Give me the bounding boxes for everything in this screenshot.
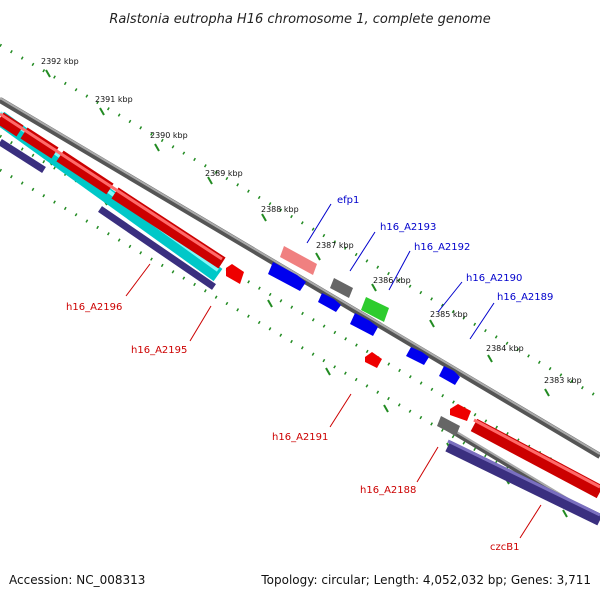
tick-label-2388: 2388 kbp — [261, 205, 299, 214]
gene-label-h16-A2193[interactable]: h16_A2193 — [380, 222, 436, 233]
gene-label-h16-A2195[interactable]: h16_A2195 — [131, 345, 187, 356]
efp1-feature — [280, 246, 317, 275]
tick-label-2390: 2390 kbp — [150, 131, 188, 140]
accession-text: Accession: NC_008313 — [9, 573, 146, 587]
map-title: Ralstonia eutropha H16 chromosome 1, com… — [109, 12, 490, 27]
red-cds-blocks — [0, 112, 600, 499]
gene-label-h16-A2190[interactable]: h16_A2190 — [466, 273, 522, 284]
gene-labels: efp1 h16_A2193 h16_A2192 h16_A2190 h16_A… — [66, 195, 553, 553]
tick-label-2384: 2384 kbp — [486, 344, 524, 353]
tick-label-2383: 2383 kbp — [544, 376, 582, 385]
czcB1-cds — [470, 418, 600, 499]
tick-label-2385: 2385 kbp — [430, 310, 468, 319]
blue-cds-blocks — [268, 262, 460, 385]
gene-label-h16-A2191[interactable]: h16_A2191 — [272, 432, 328, 443]
h16-A2191-cds — [365, 352, 382, 368]
tick-label-2391: 2391 kbp — [95, 95, 133, 104]
tick-label-2392: 2392 kbp — [41, 57, 79, 66]
h16-A2196-cds — [226, 264, 244, 284]
gene-label-h16-A2189[interactable]: h16_A2189 — [497, 292, 553, 303]
tick-label-2386: 2386 kbp — [373, 276, 411, 285]
leader-lines — [125, 203, 542, 539]
h16-A2193-cds — [268, 262, 306, 291]
tick-label-2387: 2387 kbp — [316, 241, 354, 250]
navy-features — [0, 139, 600, 526]
gene-label-h16-A2188[interactable]: h16_A2188 — [360, 485, 416, 496]
gene-label-h16-A2192[interactable]: h16_A2192 — [414, 242, 470, 253]
topology-text: Topology: circular; Length: 4,052,032 bp… — [261, 573, 591, 587]
major-ticks — [45, 69, 568, 518]
gene-label-efp1[interactable]: efp1 — [337, 195, 359, 206]
gene-label-h16-A2196[interactable]: h16_A2196 — [66, 302, 122, 313]
h16-A2189b-cds — [439, 366, 460, 385]
tick-label-2389: 2389 kbp — [205, 169, 243, 178]
h16-A2189-cds — [406, 347, 429, 365]
h16-A2192-green-feature — [361, 297, 389, 322]
h16-A2190-cds — [350, 313, 378, 336]
scale-labels: 2392 kbp 2391 kbp 2390 kbp 2389 kbp 2388… — [41, 57, 582, 385]
gray-feature-lower — [437, 416, 460, 436]
h16-A2188-cds — [450, 404, 471, 421]
gene-label-czcB1[interactable]: czcB1 — [490, 542, 519, 553]
h16-A2192-cds — [318, 293, 341, 312]
gray-feature — [330, 278, 353, 298]
